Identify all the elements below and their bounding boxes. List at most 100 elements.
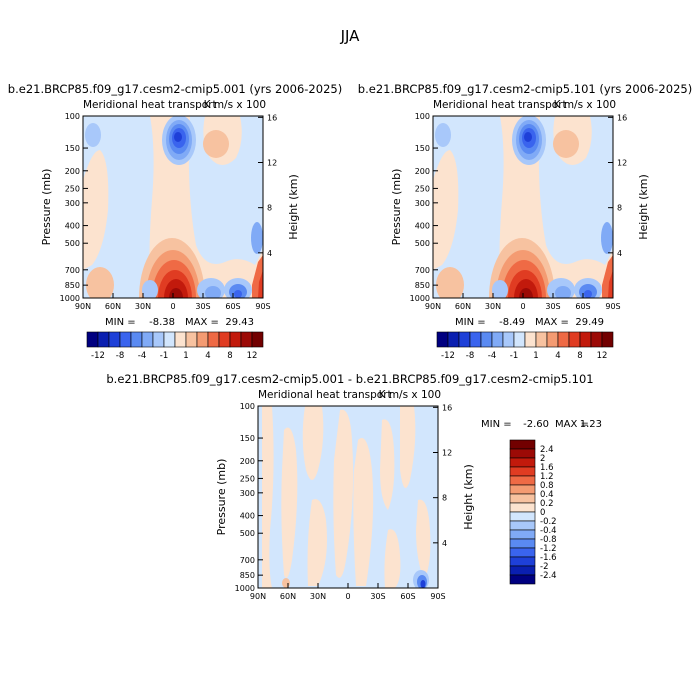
panel-2-y-tick-label: 100 [415,112,430,121]
panel-3-y-tick-label: 700 [240,556,255,565]
panel-2-colorbar-box [491,331,504,348]
panel-1-x-tick-label: 60S [225,302,240,311]
panel-3-x-tick-label: 60N [280,592,296,601]
panel-2-colorbar-box [601,331,614,348]
panel-3-colorbar-label: -1.2 [540,544,557,554]
panel-3-colorbar-box [509,565,536,576]
panel-1-pos-strato-core [203,130,229,158]
panel-2-y-tick-label: 400 [415,222,430,231]
panel-3-height-tick-label: 16 [442,403,452,412]
panel-1-x-tick-label: 30S [195,302,210,311]
panel-2-y-tick-label: 850 [415,281,430,290]
panel-1-subtitle-right: K m/s x 100 [204,99,266,111]
panel-2-ylabel: Pressure (mb) [390,169,403,246]
panel-2-colorbar-box [590,331,603,348]
panel-3-x-tick-label: 30S [370,592,385,601]
panel-3-subtitle-left: Meridional heat transport [258,389,392,401]
panel-3-max-label: MAX = [555,419,589,430]
panel-2-height-tick-label: 8 [617,204,622,213]
panel-1-colorbar-box [174,331,187,348]
panel-3-colorbar-label: -0.2 [540,517,557,527]
panel-1-height-tick-label: 8 [267,204,272,213]
panel-3-pos-streak-7 [380,419,395,510]
panel-3-y-tick-label: 150 [240,434,255,443]
panel-2-max-value: 29.49 [575,317,604,328]
panel-2-colorbar-label: 12 [597,351,608,361]
panel-1-neg-60s-mid [251,222,263,254]
panel-3-ylabel: Pressure (mb) [215,459,228,536]
panel-2-pos-surface-north [436,267,464,298]
panel-3-colorbar-box [509,502,536,513]
panel-2-colorbar-box [535,331,548,348]
panel-3-colorbar-box [509,484,536,495]
panel-2-min-label: MIN = [455,317,486,328]
panel-3-colorbar-label: 0.4 [540,490,554,500]
panel-1-colorbar-box [240,331,253,348]
panel-3-y-tick-label: 250 [240,474,255,483]
panel-1-colorbar-label: 1 [183,351,188,361]
panel-2-height-tick-label: 16 [617,113,627,122]
panel-1-y-tick-label: 1000 [60,294,80,303]
panel-2-x-tick-label: 90S [605,302,620,311]
panel-1-pos-band-north [83,150,109,270]
panel-2-y-tick-label: 700 [415,266,430,275]
panel-3-pos-streak-9 [400,406,416,488]
panel-3-colorbar: 2.421.61.20.80.40.20-0.2-0.4-0.8-1.2-1.6… [509,439,557,585]
panel-1-colorbar-box [229,331,242,348]
panel-2-subtitle-right: K m/s x 100 [554,99,616,111]
panel-2-y-tick-label: 300 [415,199,430,208]
panel-1-y-tick-label: 250 [65,184,80,193]
panel-1-colorbar-box [163,331,176,348]
panel-3-y-tick-label: 1000 [235,584,255,593]
panel-3-colorbar-label: 0 [540,508,545,518]
panel-2-colorbar-label: 1 [533,351,538,361]
panel-1-neg-jet-5 [174,132,182,142]
panel-2-colorbar-label: -1 [510,351,518,361]
panel-3-colorbar-label: 2.4 [540,445,554,455]
panel-2-colorbar-box [502,331,515,348]
panel-3-height-tick-label: 8 [442,494,447,503]
panel-3-pos-blob-north [282,578,290,588]
panel-3-colorbar-label: 2 [540,454,545,464]
panel-1-ylabel-right: Height (km) [287,174,300,240]
panel-1-y-tick-label: 200 [65,167,80,176]
panel-1-y-tick-label: 100 [65,112,80,121]
panel-3-pos-streak-10 [416,499,431,580]
panel-3-min-value: -2.60 [523,419,549,430]
panel-3-case-title: b.e21.BRCP85.f09_g17.cesm2-cmip5.001 - b… [106,372,593,386]
panel-1-colorbar: -12 -8 -4 -1 1 4 8 12 [86,331,264,361]
panel-3-field [258,406,438,588]
panel-2-case-title: b.e21.BRCP85.f09_g17.cesm2-cmip5.101 (yr… [358,82,692,96]
panel-2-x-tick-label: 60S [575,302,590,311]
panel-2-colorbar-box [568,331,581,348]
panel-3-colorbar-label: -2.4 [540,571,557,581]
panel-1-x-tick-label: 0 [170,302,175,311]
panel-1-colorbar-box [119,331,132,348]
figure-title: JJA [340,27,361,45]
panel-3-colorbar-box [509,574,536,585]
panel-3-pos-streak-5 [333,409,354,578]
panel-2-field [433,116,613,298]
panel-3-colorbar-label: -2 [540,562,548,572]
panel-2-height-tick-label: 12 [617,159,627,168]
panel-3-x-tick-label: 60S [400,592,415,601]
panel-3-axes: 90N 60N 30N 0 30S 60S 90S 100 150 200 250 300 400 500… [235,402,453,601]
panel-1-neg-surface-45s-3 [234,290,242,298]
panel-1-y-tick-label: 400 [65,222,80,231]
panel-1-colorbar-box [207,331,220,348]
panel-2-colorbar-label: 8 [577,351,582,361]
panel-3-colorbar-box [509,529,536,540]
panel-3-x-tick-label: 90S [430,592,445,601]
panel-2-height-tick-label: 4 [617,249,622,258]
panel-1-field [83,116,263,298]
panel-1-colorbar-box [141,331,154,348]
panel-1-colorbar-box [108,331,121,348]
panel-3-y-tick-label: 200 [240,457,255,466]
panel-3-pos-streak-2 [281,427,298,578]
panel-2-neg-surface-15n [492,280,508,298]
panel-1-y-tick-label: 500 [65,239,80,248]
panel-3-colorbar-label: -0.8 [540,535,557,545]
panel-3-min-label: MIN = [481,419,512,430]
panel-2-colorbar-box [469,331,482,348]
